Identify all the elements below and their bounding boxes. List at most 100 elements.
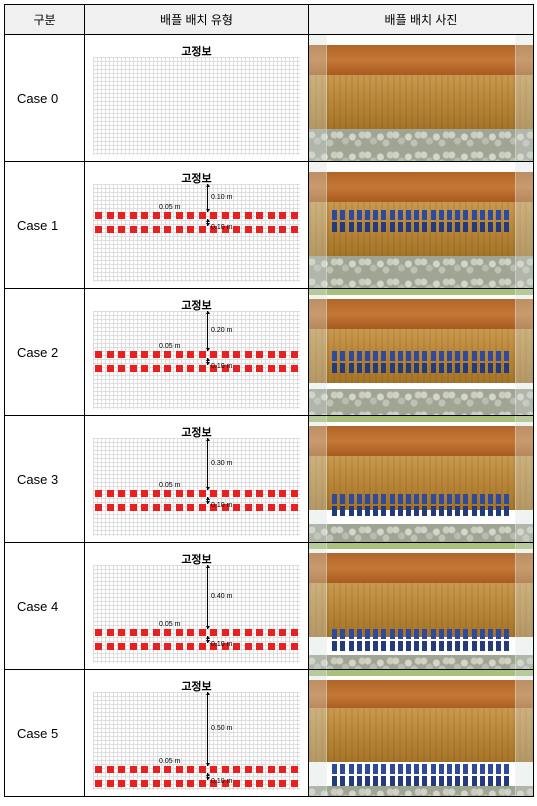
photo-baffle [414,494,419,504]
photo-cobble [309,256,533,288]
photo-baffle [349,764,354,774]
photo-baffle [422,641,427,651]
baffle-square [256,504,263,511]
photo-baffle [340,629,345,639]
photo-baffle [340,363,345,373]
dim-arrow-gap [207,497,208,504]
photo-baffle [431,222,436,232]
photo-baffle [439,641,444,651]
photo-weir [309,45,533,75]
photo-glass-right [515,416,533,542]
photo-baffle [504,641,509,651]
photo-bed [309,75,533,129]
baffle-square [291,504,298,511]
baffle-square [164,365,171,372]
dim-label-square: 0.05 m [159,204,180,211]
diagram-cell: 고정보 [85,35,309,162]
dim-label-offset: 0.30 m [211,460,232,467]
baffle-square [279,351,286,358]
photo-baffle [422,629,427,639]
photo-glass-left [309,543,327,669]
photo-baffle [373,363,378,373]
baffle-square [279,504,286,511]
photo-baffle-row [329,641,513,651]
photo-baffle [480,222,485,232]
photo-baffle [373,351,378,361]
photo-baffle [406,363,411,373]
baffle-square [130,212,137,219]
header-col1: 구분 [5,5,85,35]
baffle-row [95,504,298,511]
photo-baffle [414,629,419,639]
photo-baffle [447,494,452,504]
photo-baffle [406,629,411,639]
photo-baffle [463,776,468,786]
photo-baffle [480,629,485,639]
photo-baffle [357,222,362,232]
photo-baffle [349,494,354,504]
baffle-square [141,226,148,233]
baffle-square [95,629,102,636]
photo-baffle [381,776,386,786]
photo-baffle [496,764,501,774]
baffle-square [222,766,229,773]
baffle-square [268,351,275,358]
photo-glass-right [515,543,533,669]
baffle-square [210,212,217,219]
baffle-square [199,365,206,372]
photo-baffle [472,629,477,639]
baffle-square [187,643,194,650]
baffle-square [291,365,298,372]
photo-baffle [340,506,345,516]
photo-baffle [340,351,345,361]
photo-baffle [332,641,337,651]
header-col3: 배플 배치 사진 [309,5,534,35]
photo-baffle [365,222,370,232]
schematic-diagram: 고정보0.05 m0.10 m0.10 m [89,166,304,284]
photo-baffle [472,641,477,651]
photo-baffle [496,210,501,220]
photo-baffle [357,210,362,220]
baffle-square [245,643,252,650]
photo-baffle [439,776,444,786]
baffle-square [268,629,275,636]
baffle-square [130,643,137,650]
baffle-square [291,212,298,219]
baffle-square [141,504,148,511]
photo-baffle [431,506,436,516]
baffle-square [95,504,102,511]
baffle-square [130,351,137,358]
dim-arrow-offset [207,438,208,490]
photo-baffle [406,222,411,232]
baffle-square [107,226,114,233]
dim-label-gap: 0.10 m [211,641,232,648]
photo-rendering [309,543,533,669]
photo-glass-right [515,670,533,796]
baffle-square [187,212,194,219]
photo-baffle [504,210,509,220]
baffle-square [118,351,125,358]
dim-label-square: 0.05 m [159,343,180,350]
photo-baffle [431,210,436,220]
photo-baffle [447,764,452,774]
dim-arrow-gap [207,358,208,365]
photo-baffle [365,494,370,504]
baffle-square [141,365,148,372]
baffle-square [176,504,183,511]
photo-baffle [365,351,370,361]
grid-area [93,184,300,282]
photo-baffle [472,776,477,786]
baffle-square [210,766,217,773]
photo-cobble [309,129,533,161]
baffle-square [199,351,206,358]
photo-baffle [340,222,345,232]
photo-rendering [309,416,533,542]
photo-baffle [455,351,460,361]
baffle-square [118,643,125,650]
baffle-square [245,629,252,636]
baffle-square [187,504,194,511]
photo-baffle [455,776,460,786]
photo-baffle [357,351,362,361]
diagram-cell: 고정보0.05 m0.10 m0.10 m [85,162,309,289]
baffle-square [233,629,240,636]
